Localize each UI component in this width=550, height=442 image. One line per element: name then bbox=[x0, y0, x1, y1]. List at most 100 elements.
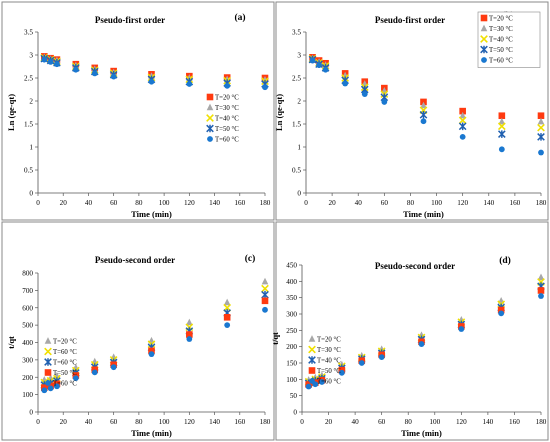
legend-marker bbox=[207, 136, 213, 142]
y-tick-label: 3 bbox=[297, 52, 301, 60]
legend-entry: T=50 °C bbox=[215, 126, 239, 133]
data-point bbox=[537, 287, 545, 294]
data-point bbox=[316, 62, 322, 69]
data-point bbox=[381, 99, 388, 105]
legend-entry: T=40 °C bbox=[489, 37, 513, 44]
y-tick-label: 200 bbox=[22, 374, 33, 382]
data-point bbox=[322, 66, 329, 73]
legend-marker bbox=[45, 380, 51, 386]
data-point bbox=[47, 59, 54, 65]
y-tick-label: 500 bbox=[22, 322, 33, 330]
y-tick-label: 50 bbox=[290, 392, 298, 400]
data-point bbox=[261, 75, 269, 83]
legend-marker bbox=[206, 93, 214, 101]
legend-marker bbox=[44, 337, 52, 344]
data-point bbox=[41, 387, 48, 394]
x-tick-label: 60 bbox=[110, 418, 118, 426]
y-tick-label: 0.5 bbox=[292, 167, 301, 175]
y-tick-label: 1.5 bbox=[292, 121, 301, 129]
panel-label: (c) bbox=[245, 253, 256, 264]
legend-entry: T=60 °C bbox=[53, 349, 77, 356]
x-tick-label: 120 bbox=[184, 199, 195, 207]
x-tick-label: 20 bbox=[325, 418, 333, 426]
data-point bbox=[537, 123, 545, 132]
chart-panel-4: 0 20 40 60 80 100 120 140 160 180 0 50 100 150 200 250 3… bbox=[270, 221, 549, 441]
legend-marker bbox=[309, 378, 315, 384]
x-axis-label: Time (min) bbox=[401, 428, 442, 438]
x-tick-label: 180 bbox=[536, 418, 547, 426]
data-point bbox=[309, 57, 316, 64]
legend-marker bbox=[480, 24, 488, 32]
legend-entry: T=60 °C bbox=[53, 360, 77, 367]
data-point bbox=[148, 78, 155, 85]
data-point bbox=[498, 112, 506, 120]
legend-entry: T=60 °C bbox=[215, 137, 239, 144]
chart-title: Pseudo-second order bbox=[95, 255, 175, 265]
y-tick-label: 0 bbox=[29, 409, 33, 417]
legend-marker bbox=[308, 335, 316, 342]
data-point bbox=[72, 66, 79, 73]
data-point bbox=[497, 306, 505, 314]
data-point bbox=[261, 297, 269, 305]
data-point bbox=[537, 112, 545, 120]
y-axis-label: t/qt bbox=[6, 336, 16, 349]
x-tick-label: 40 bbox=[85, 418, 93, 426]
data-point bbox=[342, 80, 349, 87]
x-tick-label: 180 bbox=[536, 199, 547, 207]
data-point bbox=[498, 310, 505, 317]
data-point bbox=[148, 351, 155, 358]
chart-title: Pseudo-first order bbox=[375, 15, 445, 25]
x-axis-label: Time (min) bbox=[403, 209, 444, 219]
y-tick-label: 3 bbox=[29, 52, 33, 60]
legend-marker bbox=[480, 14, 488, 22]
legend-marker bbox=[308, 345, 316, 354]
data-point bbox=[537, 133, 545, 141]
data-point bbox=[418, 341, 425, 347]
y-tick-label: 150 bbox=[286, 360, 297, 368]
y-tick-label: 800 bbox=[22, 270, 33, 278]
data-point bbox=[498, 117, 506, 125]
y-tick-label: 350 bbox=[286, 294, 297, 302]
panel-label: (d) bbox=[499, 255, 511, 266]
data-point bbox=[72, 375, 79, 382]
legend-marker bbox=[44, 347, 52, 356]
legend-entry: T=20 °C bbox=[53, 339, 77, 346]
data-point bbox=[110, 73, 117, 80]
data-point bbox=[91, 70, 98, 77]
legend-entry: T=30 °C bbox=[317, 347, 341, 354]
y-tick-label: 700 bbox=[22, 287, 33, 295]
legend-entry: T=30 °C bbox=[215, 105, 239, 112]
y-axis-label: Ln (qe-qt) bbox=[274, 94, 284, 131]
legend: T=20 °C T=30 °C T=40 °C T=50 °C T=60 °C bbox=[308, 335, 341, 386]
x-tick-label: 40 bbox=[355, 199, 363, 207]
data-point bbox=[261, 284, 269, 293]
x-tick-label: 180 bbox=[260, 199, 271, 207]
data-point bbox=[148, 347, 155, 355]
legend-entry: T=50 °C bbox=[53, 370, 77, 377]
legend-marker bbox=[481, 57, 487, 63]
legend: T=20 °C T=30 °C T=40 °C T=50 °C T=60 °C bbox=[206, 93, 239, 144]
x-tick-label: 120 bbox=[184, 418, 195, 426]
data-point bbox=[459, 107, 466, 115]
data-point bbox=[261, 290, 269, 299]
data-point bbox=[186, 331, 193, 338]
panel-frame bbox=[1, 221, 275, 441]
x-tick-label: 0 bbox=[36, 418, 40, 426]
legend-marker bbox=[44, 358, 52, 366]
panel-label: (a) bbox=[234, 12, 245, 23]
chart-panel-2: 0 20 40 60 80 100 120 140 160 180 0 0.5 1 1.5 2 2.5 3 3.5… bbox=[274, 1, 549, 221]
y-tick-label: 300 bbox=[22, 356, 33, 364]
x-tick-label: 160 bbox=[509, 199, 520, 207]
y-tick-label: 1 bbox=[29, 144, 33, 152]
data-point bbox=[358, 360, 365, 366]
legend-entry: T=50 °C bbox=[489, 47, 513, 54]
x-tick-label: 60 bbox=[110, 199, 118, 207]
legend-entry: T=60 °C bbox=[489, 58, 513, 65]
legend-marker bbox=[206, 124, 214, 133]
data-point bbox=[186, 81, 193, 87]
data-point bbox=[110, 364, 117, 371]
data-point bbox=[419, 110, 428, 119]
y-tick-label: 1.5 bbox=[24, 121, 33, 129]
x-tick-label: 60 bbox=[378, 418, 386, 426]
